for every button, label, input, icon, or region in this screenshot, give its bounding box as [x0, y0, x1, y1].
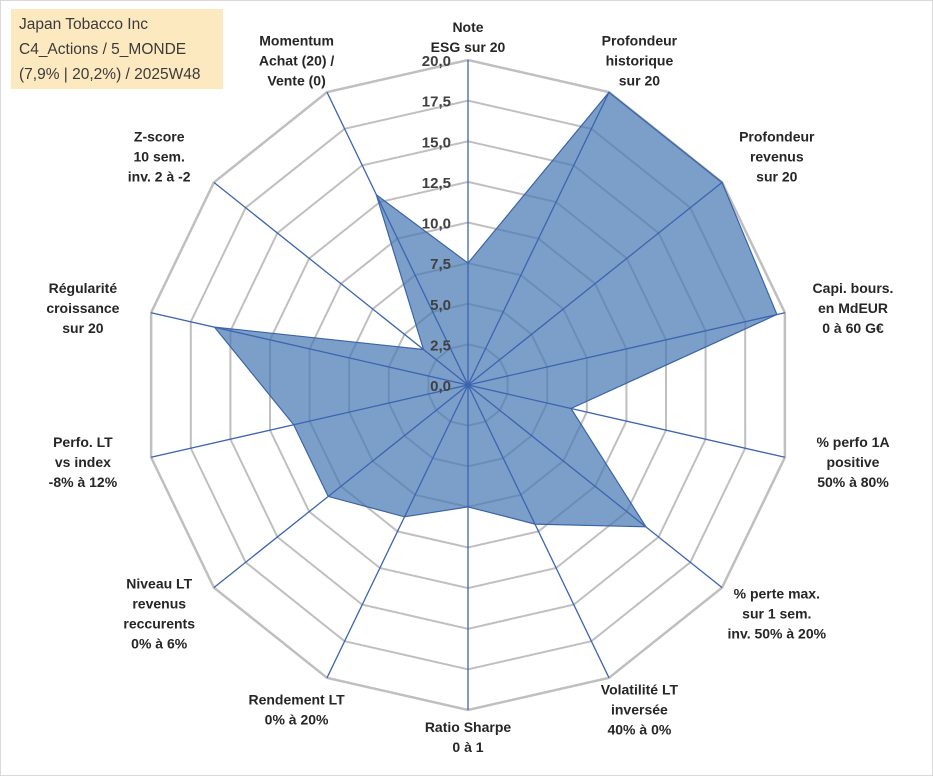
- axis-label-line: Z-score: [134, 129, 185, 145]
- tick-label: 0,0: [430, 378, 451, 395]
- axis-label-line: 0% à 20%: [265, 712, 329, 728]
- axis-label-line: sur 20: [62, 320, 103, 336]
- axis-label-line: vs index: [55, 454, 111, 470]
- axis-label-4: % perfo 1A positive 50% à 80%: [816, 434, 889, 490]
- axis-label-2: Profondeur revenus sur 20: [739, 129, 815, 185]
- axis-label-line: 0 à 1: [452, 739, 483, 755]
- tick-label: 15,0: [422, 134, 451, 151]
- info-stats: (7,9% | 20,2%) / 2025W48: [19, 66, 201, 83]
- axis-label-7: Ratio Sharpe 0 à 1: [425, 719, 512, 755]
- axis-label-line: 0 à 60 G€: [822, 320, 884, 336]
- axis-label-line: 0% à 6%: [131, 635, 188, 651]
- axis-label-line: Profondeur: [602, 32, 678, 48]
- axis-label-line: sur 20: [756, 169, 797, 185]
- axis-spoke-13: [326, 91, 469, 386]
- info-portfolio: C4_Actions / 5_MONDE: [19, 41, 187, 58]
- axis-label-line: Capi. bours.: [813, 280, 894, 296]
- axis-label-line: % perfo 1A: [816, 434, 889, 450]
- axis-spoke-4: [467, 384, 786, 458]
- axis-label-line: sur 1 sem.: [742, 605, 811, 621]
- axis-label-line: Rendement LT: [248, 692, 345, 708]
- axis-label-line: 50% à 80%: [817, 474, 889, 490]
- axis-spoke-5: [467, 384, 723, 589]
- axis-label-line: sur 20: [619, 72, 660, 88]
- axis-label-line: en MdEUR: [818, 300, 888, 316]
- axis-spoke-9: [213, 384, 469, 589]
- axis-spoke-2: [467, 181, 723, 386]
- tick-label: 20,0: [422, 53, 451, 70]
- label-layer: Note ESG sur 20 Profondeur historique sur 20…: [46, 19, 893, 755]
- tick-label: 2,5: [430, 337, 451, 354]
- axis-spoke-8: [326, 384, 469, 679]
- axis-label-line: positive: [827, 454, 880, 470]
- axis-label-line: inversée: [611, 702, 668, 718]
- axis-label-line: Perfo. LT: [53, 434, 113, 450]
- info-box: Japan Tobacco Inc C4_Actions / 5_MONDE (…: [11, 9, 223, 89]
- tick-label: 10,0: [422, 216, 451, 233]
- axis-spoke-1: [467, 91, 610, 386]
- axis-label-1: Profondeur historique sur 20: [602, 32, 678, 88]
- spoke-layer: [150, 60, 786, 710]
- axis-label-line: % perte max.: [734, 585, 820, 601]
- axis-label-11: Régularité croissance sur 20: [46, 280, 119, 336]
- axis-label-line: reccurents: [123, 615, 195, 631]
- axis-label-line: inv. 50% à 20%: [728, 625, 827, 641]
- axis-spoke-3: [467, 312, 786, 386]
- axis-label-line: Vente (0): [267, 72, 325, 88]
- tick-label: 12,5: [422, 175, 451, 192]
- axis-label-line: Ratio Sharpe: [425, 719, 512, 735]
- axis-label-line: 40% à 0%: [607, 722, 671, 738]
- axis-label-line: croissance: [46, 300, 119, 316]
- axis-label-line: revenus: [750, 149, 804, 165]
- axis-label-3: Capi. bours. en MdEUR 0 à 60 G€: [813, 280, 894, 336]
- axis-label-line: -8% à 12%: [49, 474, 118, 490]
- axis-label-13: Momentum Achat (20) / Vente (0): [259, 32, 335, 88]
- axis-spoke-12: [213, 181, 469, 386]
- axis-label-6: Volatilité LT inversée 40% à 0%: [601, 682, 679, 738]
- axis-label-line: Niveau LT: [126, 575, 192, 591]
- axis-label-9: Niveau LT revenus reccurents 0% à 6%: [123, 575, 195, 651]
- axis-label-line: Achat (20) /: [259, 52, 335, 68]
- axis-label-line: revenus: [132, 595, 186, 611]
- axis-label-0: Note ESG sur 20: [431, 19, 506, 55]
- axis-spoke-6: [467, 384, 610, 679]
- axis-label-10: Perfo. LT vs index -8% à 12%: [49, 434, 118, 490]
- axis-label-line: Profondeur: [739, 129, 815, 145]
- axis-label-line: ESG sur 20: [431, 39, 506, 55]
- axis-label-line: Volatilité LT: [601, 682, 679, 698]
- info-company: Japan Tobacco Inc: [19, 16, 148, 33]
- tick-label: 17,5: [422, 94, 451, 111]
- tick-label: 5,0: [430, 297, 451, 314]
- axis-label-line: historique: [606, 52, 674, 68]
- axis-label-8: Rendement LT 0% à 20%: [248, 692, 345, 728]
- axis-label-12: Z-score 10 sem. inv. 2 à -2: [128, 129, 191, 185]
- axis-label-line: Momentum: [259, 32, 334, 48]
- tick-label: 7,5: [430, 256, 451, 273]
- tick-layer: 0,0 2,5 5,0 7,5 10,0 12,5 15,0 17,5 20,0: [422, 53, 451, 395]
- axis-label-5: % perte max. sur 1 sem. inv. 50% à 20%: [728, 585, 827, 641]
- axis-spoke-10: [150, 384, 469, 458]
- axis-spoke-11: [150, 312, 469, 386]
- axis-label-line: inv. 2 à -2: [128, 169, 191, 185]
- axis-label-line: 10 sem.: [134, 149, 185, 165]
- axis-label-line: Régularité: [49, 280, 118, 296]
- axis-label-line: Note: [452, 19, 483, 35]
